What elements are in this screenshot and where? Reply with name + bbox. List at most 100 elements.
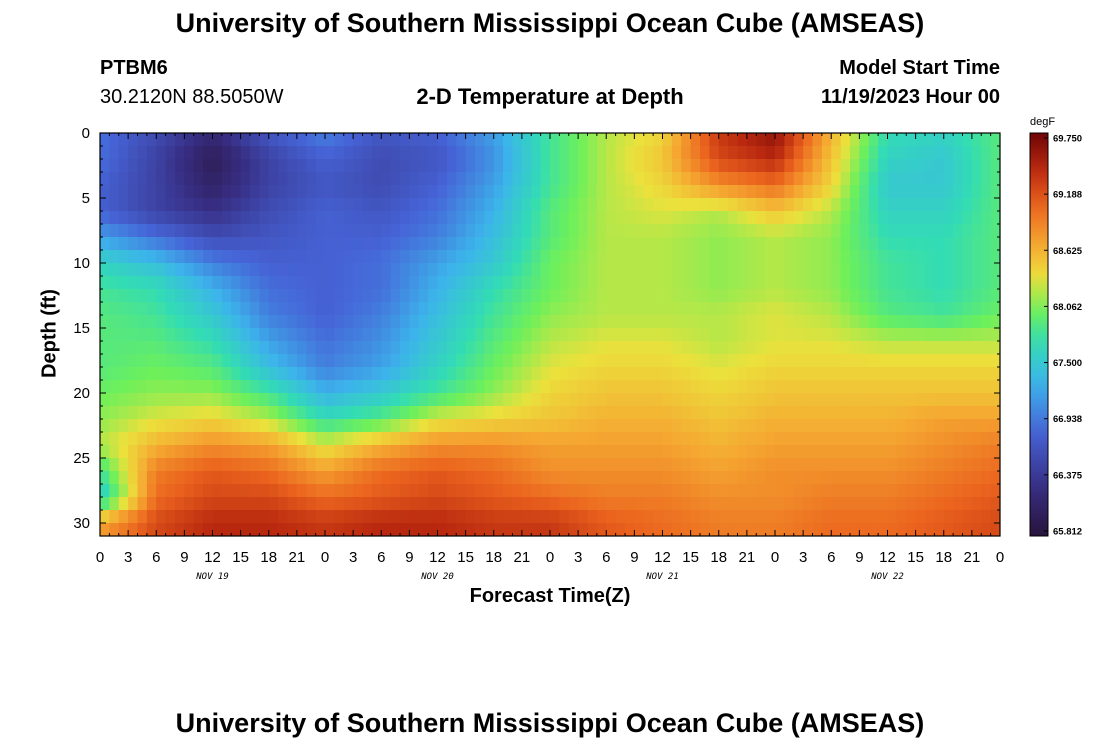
heatmap-cell	[803, 198, 814, 212]
heatmap-cell	[493, 146, 504, 160]
heatmap-cell	[334, 315, 345, 329]
heatmap-cell	[746, 432, 757, 446]
heatmap-cell	[709, 328, 720, 342]
heatmap-cell	[418, 523, 429, 536]
heatmap-cell	[175, 406, 185, 420]
heatmap-cell	[446, 146, 457, 160]
heatmap-cell	[315, 211, 326, 225]
heatmap-cell	[821, 172, 832, 186]
heatmap-cell	[428, 185, 439, 199]
heatmap-cell	[700, 354, 710, 368]
heatmap-cell	[868, 133, 879, 147]
heatmap-cell	[700, 133, 710, 147]
heatmap-cell	[315, 276, 326, 290]
heatmap-cell	[596, 497, 607, 511]
x-tick-label: 0	[321, 549, 329, 566]
heatmap-cell	[887, 419, 898, 433]
heatmap-cell	[981, 328, 992, 342]
heatmap-cell	[137, 250, 148, 264]
heatmap-cell	[456, 315, 467, 329]
heatmap-cell	[390, 471, 401, 485]
heatmap-cell	[100, 263, 110, 277]
heatmap-cell	[343, 224, 354, 238]
heatmap-cell	[587, 328, 598, 342]
heatmap-cell	[671, 432, 682, 446]
heatmap-cell	[831, 185, 842, 199]
heatmap-cell	[953, 250, 964, 264]
heatmap-cell	[446, 406, 457, 420]
heatmap-cell	[653, 380, 664, 394]
heatmap-cell	[559, 250, 570, 264]
heatmap-cell	[128, 185, 139, 199]
x-axis-title: Forecast Time(Z)	[469, 585, 631, 607]
heatmap-cell	[990, 328, 1000, 342]
heatmap-cell	[193, 185, 204, 199]
heatmap-cell	[437, 458, 448, 472]
heatmap-cell	[700, 406, 710, 420]
heatmap-cell	[550, 406, 560, 420]
heatmap-cell	[643, 328, 654, 342]
heatmap-cell	[362, 458, 373, 472]
heatmap-cell	[512, 289, 523, 303]
heatmap-cell	[165, 185, 176, 199]
heatmap-cell	[803, 406, 814, 420]
heatmap-cell	[484, 211, 495, 225]
heatmap-cell	[812, 250, 823, 264]
heatmap-cell	[221, 289, 232, 303]
heatmap-cell	[906, 471, 917, 485]
heatmap-cell	[690, 380, 701, 394]
heatmap-cell	[371, 367, 382, 381]
heatmap-cell	[456, 458, 467, 472]
heatmap-cell	[643, 341, 654, 355]
heatmap-cell	[859, 263, 870, 277]
heatmap-cell	[953, 315, 964, 329]
heatmap-cell	[137, 263, 148, 277]
heatmap-cell	[381, 237, 392, 251]
heatmap-cell	[971, 133, 982, 147]
heatmap-cell	[690, 445, 701, 459]
heatmap-cell	[287, 133, 298, 147]
heatmap-cell	[878, 198, 889, 212]
heatmap-cell	[371, 211, 382, 225]
heatmap-cell	[418, 406, 429, 420]
heatmap-cell	[578, 172, 589, 186]
heatmap-cell	[325, 523, 335, 536]
heatmap-cell	[521, 172, 532, 186]
heatmap-cell	[681, 159, 692, 173]
heatmap-cell	[306, 367, 317, 381]
heatmap-cell	[681, 289, 692, 303]
heatmap-cell	[634, 432, 645, 446]
colorbar-label: 67.500	[1053, 358, 1082, 369]
heatmap-cell	[343, 510, 354, 524]
heatmap-cell	[203, 224, 214, 238]
heatmap-cell	[475, 250, 485, 264]
heatmap-cell	[100, 497, 110, 511]
heatmap-cell	[240, 380, 251, 394]
heatmap-cell	[765, 302, 776, 316]
heatmap-cell	[775, 133, 785, 147]
heatmap-cell	[756, 458, 767, 472]
heatmap-cell	[746, 458, 757, 472]
heatmap-cell	[878, 250, 889, 264]
heatmap-cell	[587, 341, 598, 355]
heatmap-cell	[906, 393, 917, 407]
heatmap-cell	[709, 133, 720, 147]
heatmap-cell	[634, 198, 645, 212]
heatmap-cell	[334, 250, 345, 264]
heatmap-cell	[831, 354, 842, 368]
heatmap-cell	[831, 133, 842, 147]
heatmap-cell	[193, 510, 204, 524]
heatmap-cell	[700, 172, 710, 186]
heatmap-cell	[400, 510, 410, 524]
heatmap-cell	[596, 432, 607, 446]
heatmap-cell	[334, 406, 345, 420]
heatmap-cell	[409, 315, 420, 329]
heatmap-cell	[587, 198, 598, 212]
heatmap-cell	[559, 146, 570, 160]
heatmap-cell	[596, 419, 607, 433]
heatmap-cell	[990, 289, 1000, 303]
x-tick-label: 15	[457, 549, 474, 566]
heatmap-cell	[146, 419, 157, 433]
heatmap-cell	[250, 198, 260, 212]
